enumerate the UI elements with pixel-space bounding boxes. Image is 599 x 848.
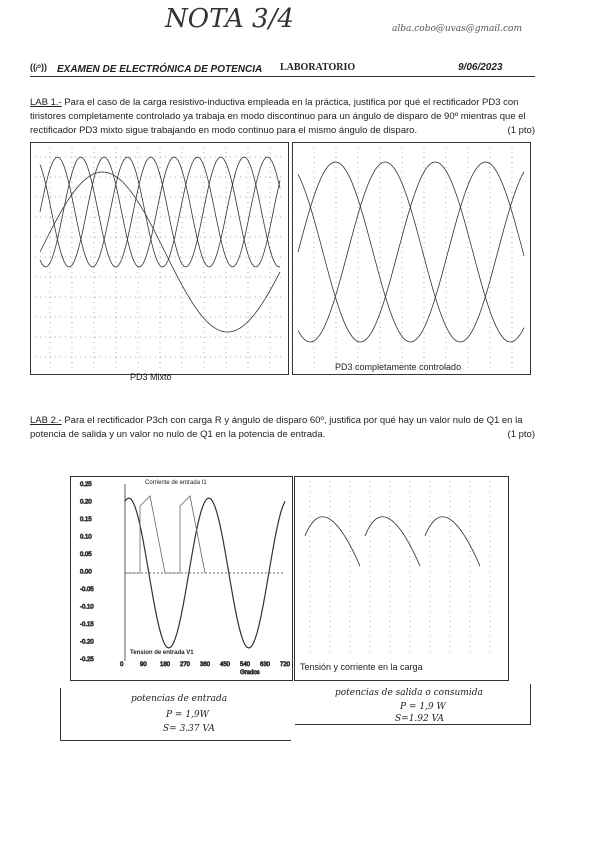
date: 9/06/2023 [458,62,503,73]
answer-value: P = 1,9 W [400,702,446,712]
answer-value: P = 1,9W [166,710,209,720]
waveform [39,171,281,333]
waveform [297,161,525,343]
figure-caption: PD3 Mixto [130,372,172,382]
x-tick-label: 630 [260,662,271,668]
x-tick-label: 0 [120,662,124,668]
x-tick-label: 540 [240,662,251,668]
plot-label: Tension de entrada V1 [130,650,194,656]
answer-value: S=1.92 VA [395,714,444,724]
waveform [125,495,206,574]
y-tick-label: -0.15 [80,622,94,628]
answer-value: S= 3.37 VA [163,724,215,734]
exam-title: EXAMEN DE ELECTRÓNICA DE POTENCIA [57,64,263,75]
answer-heading: potencias de entrada [131,694,228,704]
section: LABORATORIO [280,62,356,73]
question-points: (1 pto) [507,125,535,136]
waveform [297,161,525,343]
x-tick-label: 180 [160,662,171,668]
grade: NOTA 3/4 [165,4,294,34]
header: ((ᵢᵒ)) EXAMEN DE ELECTRÓNICA DE POTENCIA… [30,62,535,77]
x-tick-label: 90 [140,662,147,668]
waveform [304,516,361,567]
question-text: Para el rectificador P3ch con carga R y … [30,415,523,440]
waveform [39,156,281,268]
y-tick-label: 0.20 [80,500,92,506]
question-points: (1 pto) [507,429,535,440]
x-tick-label: 270 [180,662,191,668]
answer-box: potencias de salida o consumida P = 1,9 … [295,684,531,725]
y-tick-label: -0.10 [80,605,94,611]
waveform [39,156,281,268]
x-axis-label: Grados [240,670,260,676]
y-tick-label: -0.25 [80,657,94,663]
email: alba.cobo@uvas@gmail.com [392,24,523,34]
question-label: LAB 1.- [30,97,62,108]
lab2-figures: 0.25 0.20 0.15 0.10 0.05 0.00 -0.05 -0.10 -0.15 -… [70,476,509,681]
question-1: LAB 1.- Para el caso de la carga resisti… [30,96,535,138]
x-tick-label: 450 [220,662,231,668]
logo: ((ᵢᵒ)) [30,62,47,72]
plot-label: Corriente de entrada I1 [145,480,207,486]
answer-box: potencias de entrada P = 1,9W S= 3.37 VA [60,688,291,741]
y-tick-label: -0.05 [80,587,94,593]
figure-caption: Tensión y corriente en la carga [300,662,423,672]
question-label: LAB 2.- [30,415,62,426]
waveform [424,516,481,567]
y-tick-label: 0.15 [80,517,92,523]
y-tick-label: 0.10 [80,535,92,541]
waveform [124,497,286,649]
y-tick-label: 0.05 [80,552,92,558]
y-tick-label: 0.00 [80,570,92,576]
figure-caption: PD3 completamente controlado [335,362,462,372]
waveform [364,516,421,567]
waveform [39,156,281,268]
x-tick-label: 720 [280,662,291,668]
y-tick-label: -0.20 [80,640,94,646]
question-2: LAB 2.- Para el rectificador P3ch con ca… [30,414,535,442]
question-text: Para el caso de la carga resistivo-induc… [30,97,526,136]
y-tick-label: 0.25 [80,482,92,488]
waveform [297,161,525,343]
x-tick-label: 360 [200,662,211,668]
lab1-figures [30,142,531,375]
answer-heading: potencias de salida o consumida [335,688,483,698]
